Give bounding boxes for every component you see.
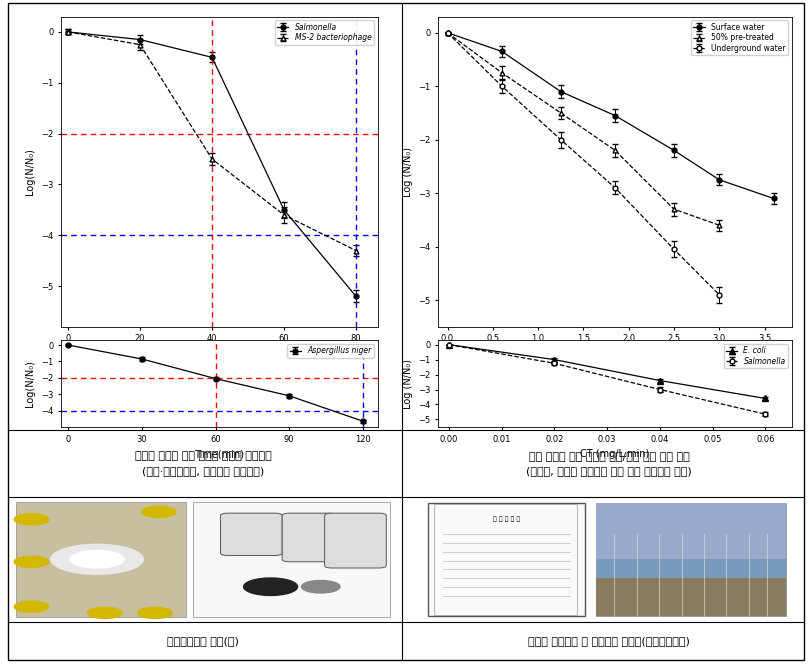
FancyBboxPatch shape	[595, 578, 785, 616]
FancyBboxPatch shape	[595, 503, 785, 616]
Circle shape	[70, 550, 124, 568]
Legend: Aspergillus niger: Aspergillus niger	[287, 344, 373, 358]
Circle shape	[14, 514, 49, 525]
X-axis label: Time(min): Time(min)	[194, 449, 244, 459]
Text: 공기질 관리를 위한 광촉매 소재의 성능평가
(항균·항바이러스, 항곰팡이 성능평가): 공기질 관리를 위한 광촉매 소재의 성능평가 (항균·항바이러스, 항곰팡이 …	[135, 451, 271, 476]
Circle shape	[243, 578, 298, 596]
Legend: Surface water, 50% pre-treated, Underground water: Surface water, 50% pre-treated, Undergro…	[690, 21, 787, 55]
Text: 공기경화장치 설계(안): 공기경화장치 설계(안)	[167, 636, 238, 646]
FancyBboxPatch shape	[324, 513, 386, 568]
X-axis label: CT (mg/L.min): CT (mg/L.min)	[580, 449, 649, 459]
FancyBboxPatch shape	[595, 503, 785, 559]
Y-axis label: Log(N/N₀): Log(N/N₀)	[25, 360, 36, 407]
X-axis label: Time(min): Time(min)	[194, 349, 244, 359]
Circle shape	[141, 506, 176, 518]
Circle shape	[301, 580, 340, 593]
Circle shape	[14, 556, 49, 568]
Y-axis label: Log (N/N₀): Log (N/N₀)	[402, 147, 413, 197]
Legend: E. coli, Salmonella: E. coli, Salmonella	[723, 344, 787, 368]
Circle shape	[88, 607, 122, 618]
FancyBboxPatch shape	[282, 513, 336, 562]
Circle shape	[14, 601, 49, 612]
FancyBboxPatch shape	[16, 502, 186, 617]
Text: 창원시 업무협약 및 현장적용 예정지(농업기술센터): 창원시 업무협약 및 현장적용 예정지(농업기술센터)	[527, 636, 689, 646]
FancyBboxPatch shape	[193, 502, 390, 617]
FancyBboxPatch shape	[221, 513, 282, 556]
Circle shape	[137, 607, 172, 618]
Text: 수질 관리를 위한 시판용 필터/살균 장치 효능 평가
(자외선, 미산성 차염수에 의한 세균 불활성화 평가): 수질 관리를 위한 시판용 필터/살균 장치 효능 평가 (자외선, 미산성 차…	[526, 451, 691, 476]
FancyBboxPatch shape	[427, 503, 584, 616]
Y-axis label: Log (N/N₀): Log (N/N₀)	[402, 359, 413, 408]
Text: 업 무 협 약 서: 업 무 협 약 서	[492, 516, 519, 522]
Legend: Salmonella, MS-2 bacteriophage: Salmonella, MS-2 bacteriophage	[274, 21, 373, 45]
Y-axis label: Log(N/N₀): Log(N/N₀)	[25, 148, 36, 195]
Circle shape	[50, 544, 144, 574]
X-axis label: UV dose (mW/cm².sec): UV dose (mW/cm².sec)	[559, 349, 670, 359]
